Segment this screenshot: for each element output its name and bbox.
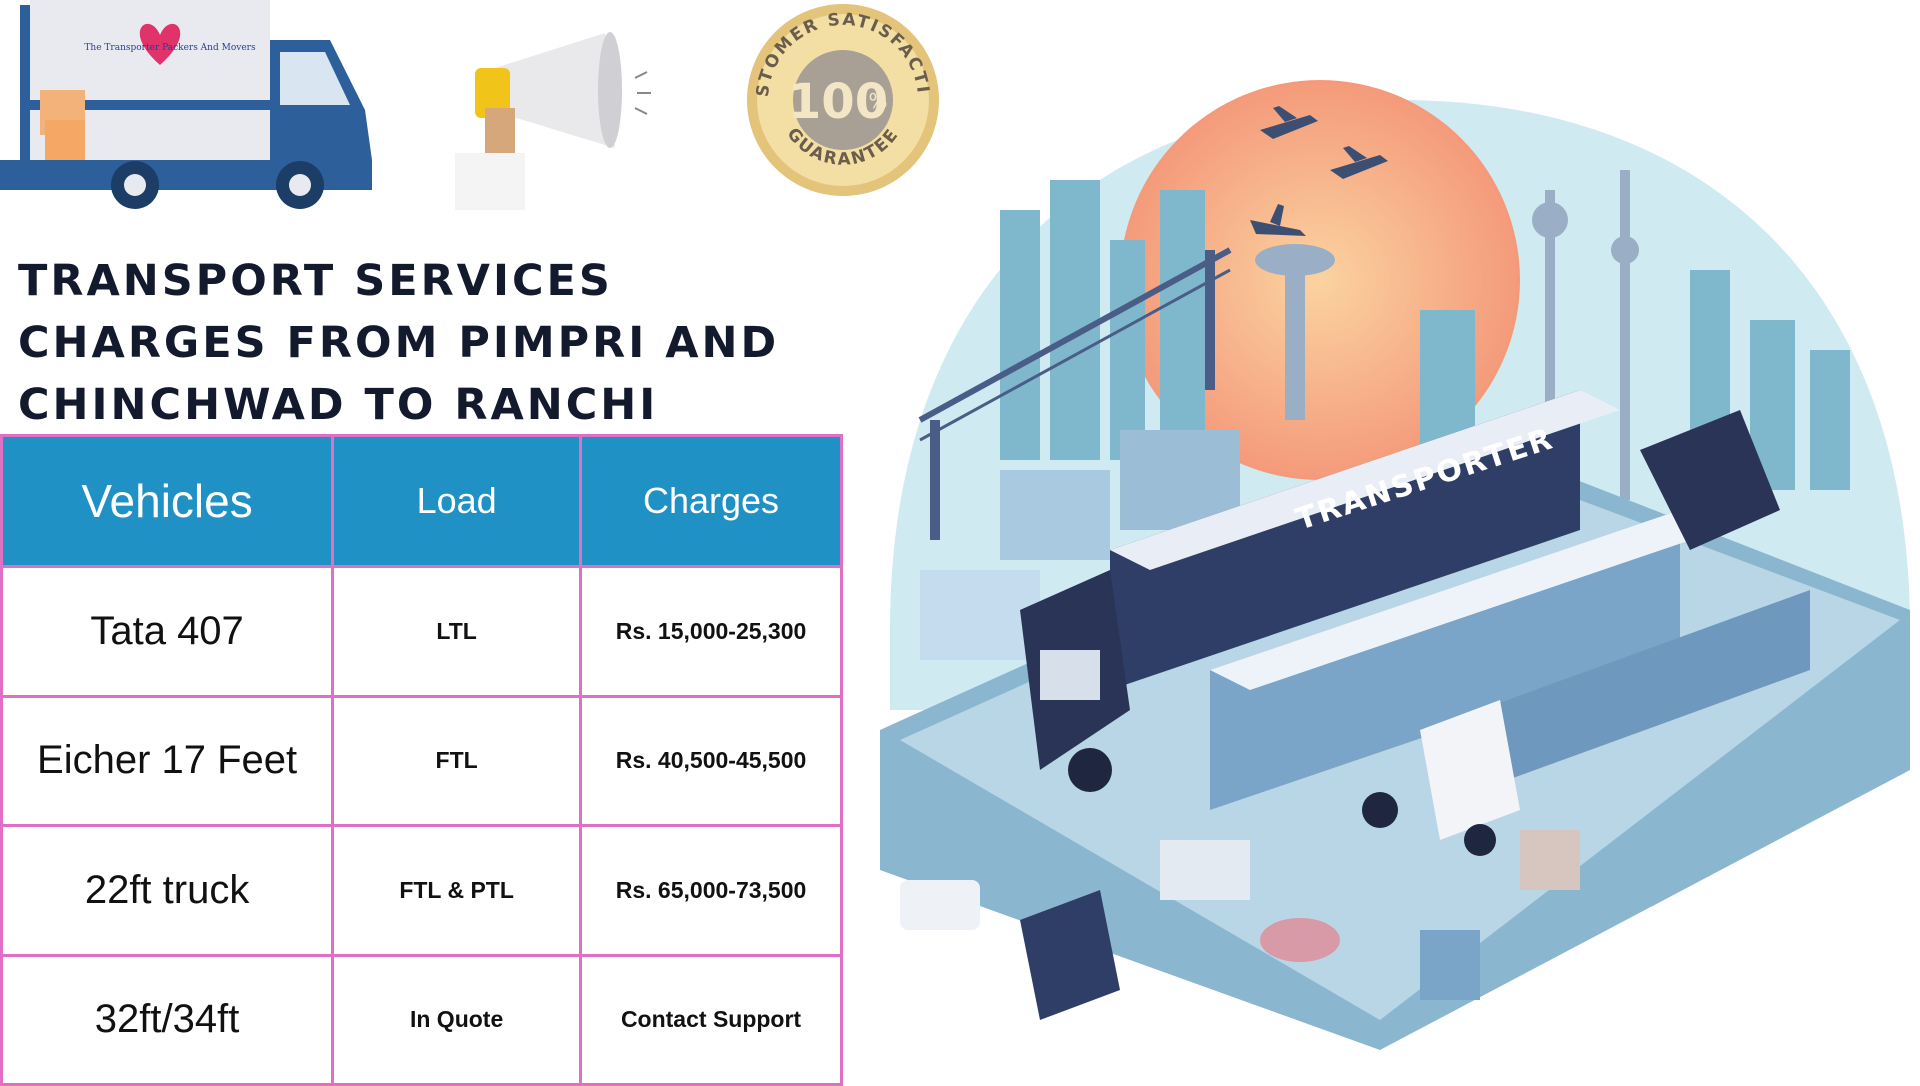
header-vehicles: Vehicles [0,434,335,568]
header-load: Load [331,434,583,568]
container-truck-second [1210,410,1780,828]
price-table: Vehicles Load Charges Tata 407 LTL Rs. 1… [0,434,843,1086]
logo-brand-text: The Transporter Packers And Movers [84,43,256,53]
bridge-icon [918,247,1232,423]
table-row: Eicher 17 Feet FTL Rs. 40,500-45,500 [0,694,843,827]
badge-number: 100 [788,74,888,130]
table-row: Tata 407 LTL Rs. 15,000-25,300 [0,565,843,698]
vehicle-cell: Eicher 17 Feet [0,694,335,827]
load-cell: LTL [331,565,583,698]
megaphone-cone [495,33,615,148]
vehicle-cell: 22ft truck [0,824,335,957]
vehicle-cell: Tata 407 [0,565,335,698]
badge-percent: % [868,89,887,113]
table-row: 22ft truck FTL & PTL Rs. 65,000-73,500 [0,824,843,957]
towers [1255,170,1639,510]
megaphone-image [455,32,651,210]
page-title: TRANSPORT SERVICES CHARGES FROM PIMPRI A… [18,256,780,430]
load-cell: FTL & PTL [331,824,583,957]
heart-logo-icon [139,23,181,65]
warehouse-buildings [920,430,1240,660]
load-cell: In Quote [331,953,583,1086]
badge-center [793,50,893,150]
small-vehicles [900,830,1580,1020]
load-cell: FTL [331,694,583,827]
logo-truck-image: The Transporter Packers And Movers [0,0,372,209]
airplane-icon [1250,106,1388,236]
logistics-illustration: TRANSPORTER [880,80,1910,1050]
charges-cell: Contact Support [579,953,843,1086]
header-charges: Charges [579,434,843,568]
satisfaction-guarantee-badge: CUSTOMER SATISFACTION GUARANTEE 100 % [730,0,939,196]
truck-window [280,52,350,105]
megaphone-handle-top [475,68,510,118]
table-header-row: Vehicles Load Charges [0,434,843,568]
charges-cell: Rs. 65,000-73,500 [579,824,843,957]
vehicle-cell: 32ft/34ft [0,953,335,1086]
charges-cell: Rs. 40,500-45,500 [579,694,843,827]
table-row: 32ft/34ft In Quote Contact Support [0,953,843,1086]
container-truck-white [1420,590,1810,856]
charges-cell: Rs. 15,000-25,300 [579,565,843,698]
